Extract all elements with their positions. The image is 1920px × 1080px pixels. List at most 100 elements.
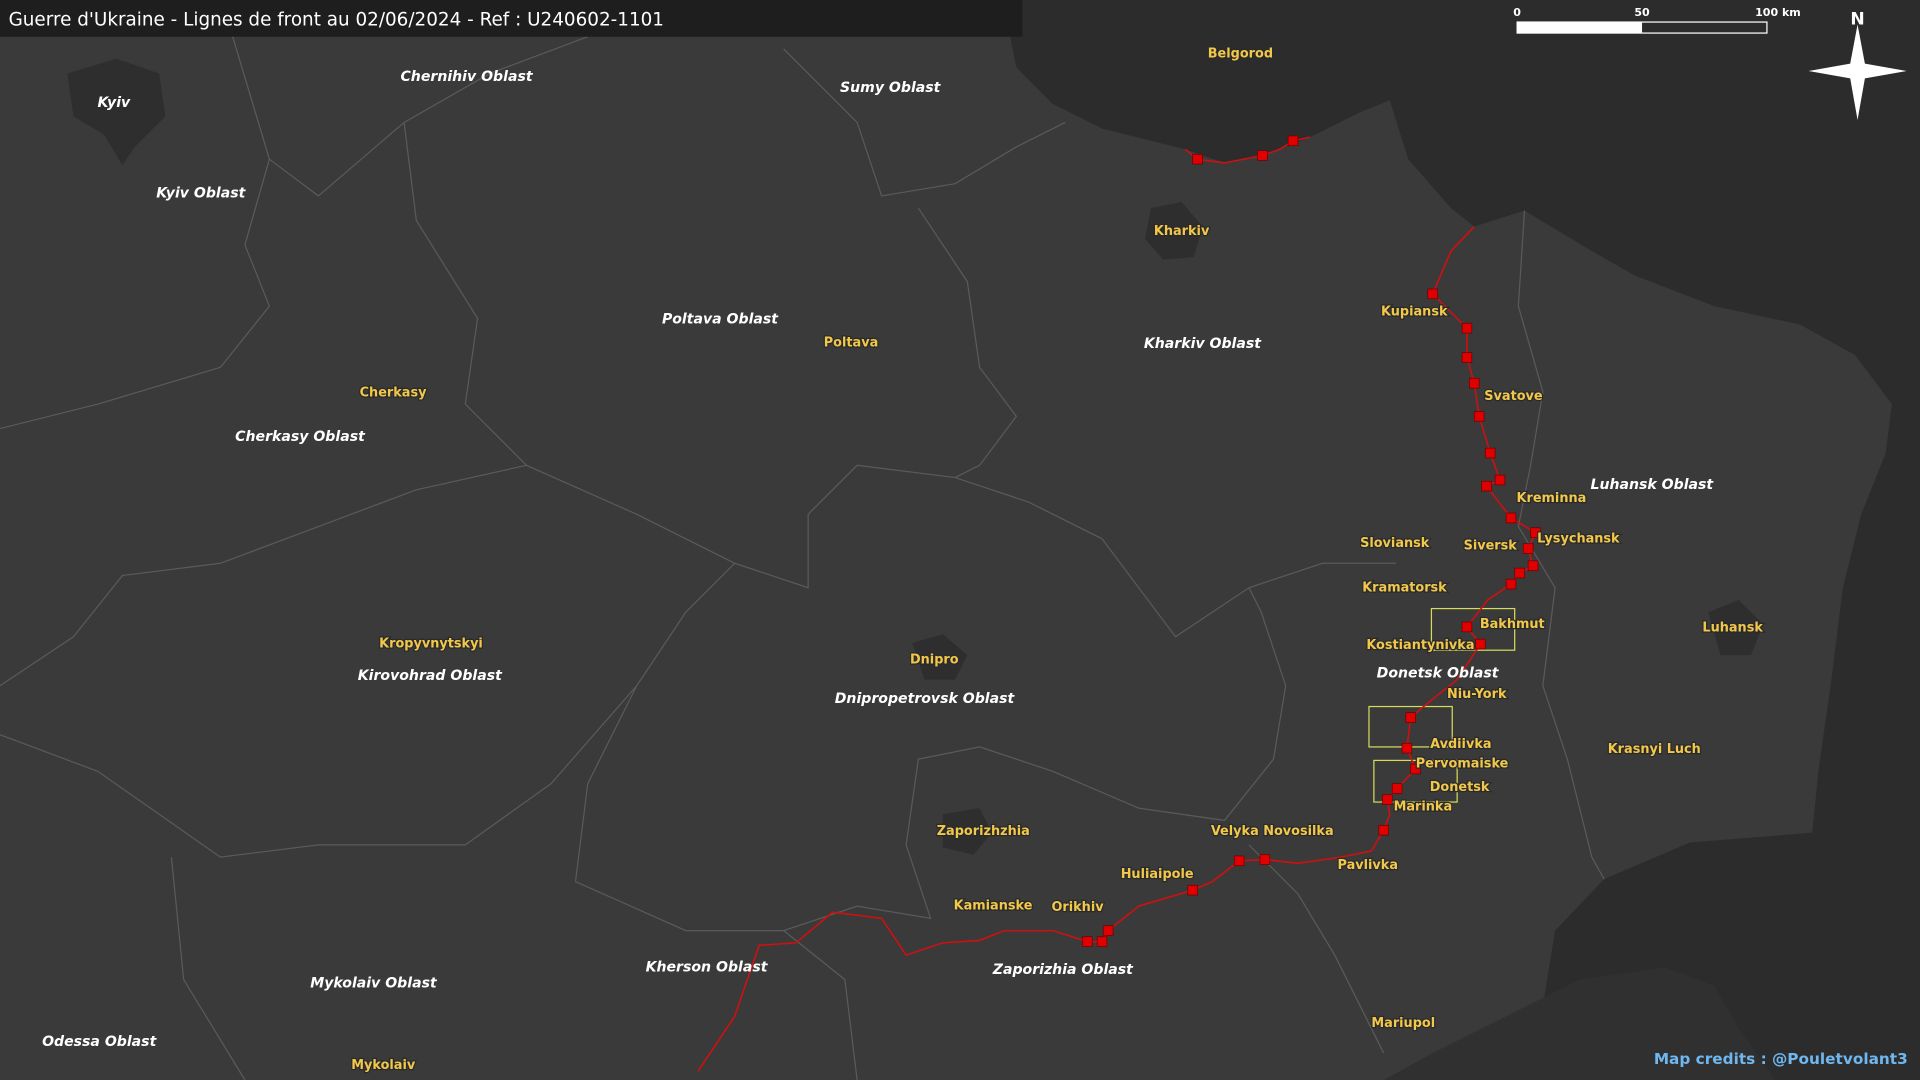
luhansk-area: [1708, 600, 1764, 656]
oblast-label: Kyiv Oblast: [156, 185, 246, 201]
russia-area: [1010, 0, 1920, 1080]
city-label: Pervomaiske: [1416, 757, 1509, 772]
border: [0, 159, 271, 430]
compass: N: [1808, 9, 1907, 121]
front-marker: [1259, 854, 1271, 865]
kyiv-area: [67, 58, 166, 166]
city-label: Belgorod: [1208, 46, 1273, 61]
city-label: Kharkiv: [1154, 224, 1210, 239]
front-marker: [1522, 543, 1534, 554]
city-label: Mykolaiv: [351, 1058, 416, 1073]
oblast-label: Kharkiv Oblast: [1144, 336, 1262, 352]
front-marker: [1187, 884, 1198, 896]
front-marker: [1405, 712, 1416, 723]
city-label: Kamianske: [954, 899, 1033, 914]
front-marker: [1427, 288, 1438, 300]
city-label: Sloviansk: [1360, 536, 1430, 551]
focus-box: [1373, 759, 1458, 803]
oblast-label: Odessa Oblast: [42, 1034, 158, 1050]
front-marker: [1494, 474, 1506, 486]
oblast-label: Chernihiv Oblast: [400, 69, 533, 85]
front-marker: [1461, 621, 1473, 633]
scale-label: 0: [1513, 6, 1521, 19]
city-label: Lysychansk: [1537, 531, 1620, 546]
city-label: Kostiantynivka: [1366, 638, 1474, 653]
city-label: Avdiivka: [1430, 737, 1491, 752]
city-label: Poltava: [824, 335, 878, 350]
front-marker: [1382, 794, 1393, 805]
front-marker: [1257, 150, 1268, 161]
front-marker: [1391, 783, 1403, 794]
oblast-label: Kirovohrad Oblast: [358, 668, 503, 684]
oblast-label: Sumy Oblast: [840, 80, 942, 96]
city-label: Dnipro: [910, 653, 959, 668]
city-label: Orikhiv: [1051, 900, 1104, 915]
border: [232, 36, 588, 197]
border: [403, 122, 1396, 638]
scale-bar-fill: [1517, 22, 1643, 34]
oblast-label: Mykolaiv Oblast: [310, 975, 438, 991]
compass-star: [1808, 24, 1907, 121]
border: [170, 857, 246, 1080]
front-marker: [1514, 567, 1525, 579]
front-marker: [1484, 447, 1496, 459]
border: [917, 207, 1018, 479]
front-marker: [1102, 925, 1114, 936]
map-title: Guerre d'Ukraine - Lignes de front au 02…: [9, 10, 664, 31]
labels: Chernihiv Oblast Sumy Oblast Kyiv Oblast Po…: [42, 45, 1765, 1074]
compass-label: N: [1850, 9, 1864, 29]
oblast-label: Cherkasy Oblast: [235, 429, 366, 445]
front-marker: [1096, 936, 1108, 947]
front-marker: [1481, 480, 1492, 492]
scale-bar: 0 50 100 km: [1513, 6, 1801, 34]
border: [783, 930, 858, 1080]
border: [574, 587, 1287, 932]
city-label: Svatove: [1484, 389, 1543, 404]
sea: [1383, 967, 1776, 1080]
city-label: Siversk: [1464, 539, 1518, 554]
title-bar: [0, 0, 1023, 37]
city-label: Niu-York: [1447, 687, 1507, 702]
front-marker: [1527, 560, 1539, 571]
front-marker: [1378, 824, 1389, 836]
scale-label: 50: [1634, 6, 1650, 19]
front-marker: [1505, 578, 1517, 590]
oblast-label: Donetsk Oblast: [1377, 665, 1500, 681]
front-marker: [1473, 411, 1485, 422]
dnipro-area: [912, 634, 968, 680]
city-label: Cherkasy: [360, 386, 427, 401]
oblast-label: Zaporizhia Oblast: [992, 962, 1134, 978]
kharkiv-area: [1144, 202, 1203, 260]
focus-box: [1430, 607, 1516, 651]
border: [1517, 210, 1605, 880]
city-label: Velyka Novosilka: [1211, 824, 1334, 839]
front-marker: [1233, 855, 1245, 867]
city-label: Kramatorsk: [1362, 580, 1447, 595]
city-label: Zaporizhzhia: [937, 824, 1030, 839]
front-marker: [1287, 135, 1299, 147]
city-label: Marinka: [1394, 799, 1453, 814]
city-label: Huliaipole: [1121, 867, 1194, 882]
oblast-label: Dnipropetrovsk Oblast: [835, 691, 1016, 707]
city-label: Kupiansk: [1381, 305, 1448, 320]
border: [0, 562, 736, 858]
front-marker: [1461, 322, 1473, 334]
front-markers: [1082, 135, 1541, 947]
front-marker: [1401, 742, 1413, 754]
city-label: Kreminna: [1517, 491, 1587, 506]
oblast-label: Poltava Oblast: [662, 312, 779, 328]
front-marker: [1505, 512, 1517, 524]
city-label: Krasnyi Luch: [1608, 742, 1701, 757]
border: [1248, 844, 1385, 1054]
zaporizhzhia-area: [942, 808, 992, 855]
front-marker: [1082, 936, 1093, 947]
oblast-label: Kherson Oblast: [646, 959, 769, 975]
oblast-label: Luhansk Oblast: [1591, 477, 1715, 493]
front-marker: [1192, 153, 1203, 165]
front-marker: [1530, 527, 1541, 538]
border: [0, 464, 527, 687]
city-label: Luhansk: [1702, 621, 1763, 636]
city-label: Mariupol: [1371, 1016, 1435, 1031]
